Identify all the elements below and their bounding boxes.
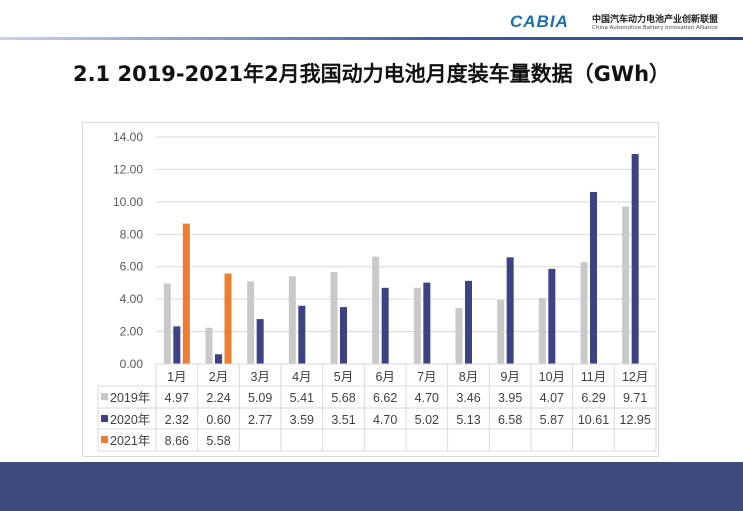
category-label: 3月	[250, 370, 269, 384]
data-label: 6.29	[581, 391, 605, 405]
bar-2019年-3月	[247, 281, 255, 364]
footer-banner	[0, 462, 743, 511]
data-label: 4.70	[373, 413, 397, 427]
data-label: 5.87	[540, 413, 564, 427]
y-tick-label: 6.00	[120, 260, 144, 274]
data-label: 5.02	[415, 413, 439, 427]
category-label: 9月	[500, 370, 519, 384]
bar-2019年-11月	[580, 262, 588, 364]
data-label: 5.58	[206, 434, 230, 448]
legend-swatch-2021年	[101, 436, 108, 443]
y-tick-label: 0.00	[120, 357, 144, 371]
bar-2020年-7月	[423, 282, 431, 364]
header-rule	[0, 37, 743, 40]
bar-2020年-11月	[590, 191, 597, 364]
data-label: 8.66	[165, 434, 189, 448]
y-tick-label: 12.00	[113, 162, 143, 176]
y-tick-label: 14.00	[113, 130, 143, 144]
bar-2020年-3月	[256, 319, 264, 364]
data-label: 5.41	[290, 391, 314, 405]
data-label: 3.59	[290, 413, 314, 427]
category-label: 6月	[375, 370, 394, 384]
bar-2020年-5月	[340, 307, 347, 364]
bar-2020年-10月	[548, 268, 556, 364]
data-label: 4.97	[165, 391, 189, 405]
category-label: 2月	[209, 370, 228, 384]
bar-2020年-9月	[506, 257, 514, 364]
logo-en: China Automotive Battery Innovation Alli…	[592, 25, 718, 31]
bar-2019年-6月	[372, 256, 380, 364]
data-label: 6.62	[373, 391, 397, 405]
data-label: 9.71	[623, 391, 647, 405]
bar-2019年-1月	[163, 283, 171, 364]
category-label: 1月	[167, 370, 186, 384]
bar-2021年-2月	[224, 273, 232, 364]
data-label: 5.68	[331, 391, 355, 405]
logo-mark: CABIA	[510, 12, 569, 31]
category-label: 4月	[292, 370, 311, 384]
y-tick-label: 2.00	[120, 325, 144, 339]
bar-2020年-4月	[298, 305, 306, 364]
bar-2020年-8月	[465, 280, 472, 364]
bar-2019年-7月	[413, 287, 421, 364]
legend-swatch-2020年	[101, 415, 108, 422]
legend-label: 2021年	[110, 434, 150, 448]
bar-2019年-12月	[622, 206, 630, 364]
bar-2019年-9月	[497, 299, 505, 364]
legend-label: 2019年	[110, 391, 150, 405]
chart-svg: 0.00 2.00 4.00 6.00 8.00 10.00 12.00 14.00 1月 2月 3…	[97, 130, 657, 452]
bar-2020年-12月	[631, 154, 639, 364]
bar-2020年-1月	[173, 326, 181, 364]
y-tick-label: 4.00	[120, 292, 144, 306]
category-label: 10月	[539, 370, 565, 384]
category-label: 7月	[417, 370, 436, 384]
data-label: 4.07	[540, 391, 564, 405]
bar-2019年-5月	[330, 271, 338, 364]
bar-2019年-10月	[538, 298, 546, 364]
category-label: 5月	[334, 370, 353, 384]
logo-cn: 中国汽车动力电池产业创新联盟	[592, 15, 719, 25]
data-label: 5.09	[248, 391, 272, 405]
bar-2020年-2月	[215, 354, 222, 364]
data-label: 5.13	[456, 413, 480, 427]
y-tick-label: 10.00	[113, 195, 143, 209]
data-label: 2.77	[248, 413, 272, 427]
legend-swatch-2019年	[101, 393, 108, 400]
legend-label: 2020年	[110, 413, 150, 427]
bar-2021年-1月	[182, 223, 190, 364]
bar-2019年-2月	[205, 327, 213, 364]
data-label: 3.95	[498, 391, 522, 405]
bar-2019年-8月	[455, 307, 463, 364]
bar-2020年-6月	[381, 287, 389, 364]
data-label: 10.61	[578, 413, 609, 427]
bar-2019年-4月	[288, 276, 296, 364]
data-label: 0.60	[206, 413, 230, 427]
y-tick-label: 8.00	[120, 227, 144, 241]
data-label: 4.70	[415, 391, 439, 405]
cabia-logo: CABIA 中国汽车动力电池产业创新联盟 China Automotive Ba…	[510, 8, 735, 36]
data-label: 2.24	[206, 391, 230, 405]
data-label: 6.58	[498, 413, 522, 427]
slide-title: 2.1 2019-2021年2月我国动力电池月度装车量数据（GWh）	[72, 62, 671, 86]
data-label: 2.32	[165, 413, 189, 427]
category-label: 8月	[459, 370, 478, 384]
data-label: 3.46	[456, 391, 480, 405]
data-label: 3.51	[331, 413, 355, 427]
category-label: 12月	[622, 370, 648, 384]
data-label: 12.95	[620, 413, 651, 427]
category-label: 11月	[581, 370, 606, 384]
chart: 0.00 2.00 4.00 6.00 8.00 10.00 12.00 14.00 1月 2月 3…	[82, 122, 659, 457]
